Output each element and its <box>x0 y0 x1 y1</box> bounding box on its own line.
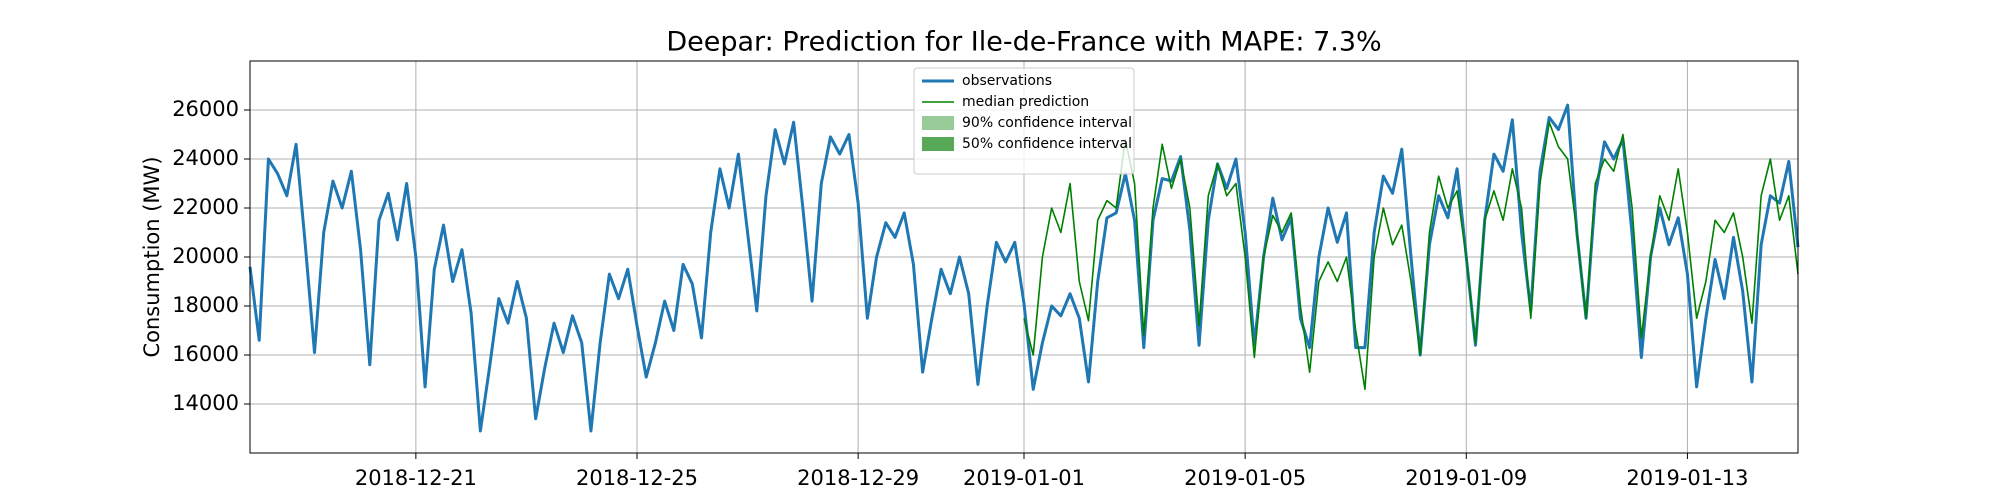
y-tick-label: 24000 <box>172 146 239 170</box>
y-tick-label: 22000 <box>172 195 239 219</box>
legend-label: median prediction <box>962 94 1089 110</box>
y-tick-label: 16000 <box>172 342 239 366</box>
x-tick-label: 2018-12-25 <box>576 466 698 490</box>
x-tick-label: 2019-01-13 <box>1626 466 1748 490</box>
y-tick-label: 18000 <box>172 293 239 317</box>
x-tick-label: 2018-12-21 <box>355 466 477 490</box>
y-tick-label: 26000 <box>172 97 239 121</box>
series-line <box>1023 121 1799 391</box>
x-tick-label: 2018-12-29 <box>797 466 919 490</box>
chart-title: Deepar: Prediction for Ile-de-France wit… <box>666 27 1381 58</box>
legend-swatch <box>922 137 954 151</box>
legend-label: observations <box>962 73 1052 89</box>
legend-box <box>913 67 1135 175</box>
x-tick-label: 2019-01-05 <box>1184 466 1306 490</box>
legend-label: 90% confidence interval <box>962 115 1132 131</box>
y-tick-label: 14000 <box>172 391 239 415</box>
plot-frame <box>249 60 1799 454</box>
legend-label: 50% confidence interval <box>962 136 1132 152</box>
x-tick-label: 2019-01-01 <box>963 466 1085 490</box>
series-line <box>248 103 1800 433</box>
y-axis-label: Consumption (MW) <box>140 156 164 357</box>
legend: observations median prediction 90% confide… <box>913 67 1135 175</box>
x-tick-label: 2019-01-09 <box>1405 466 1527 490</box>
legend-swatch <box>922 116 954 130</box>
y-tick-label: 20000 <box>172 244 239 268</box>
